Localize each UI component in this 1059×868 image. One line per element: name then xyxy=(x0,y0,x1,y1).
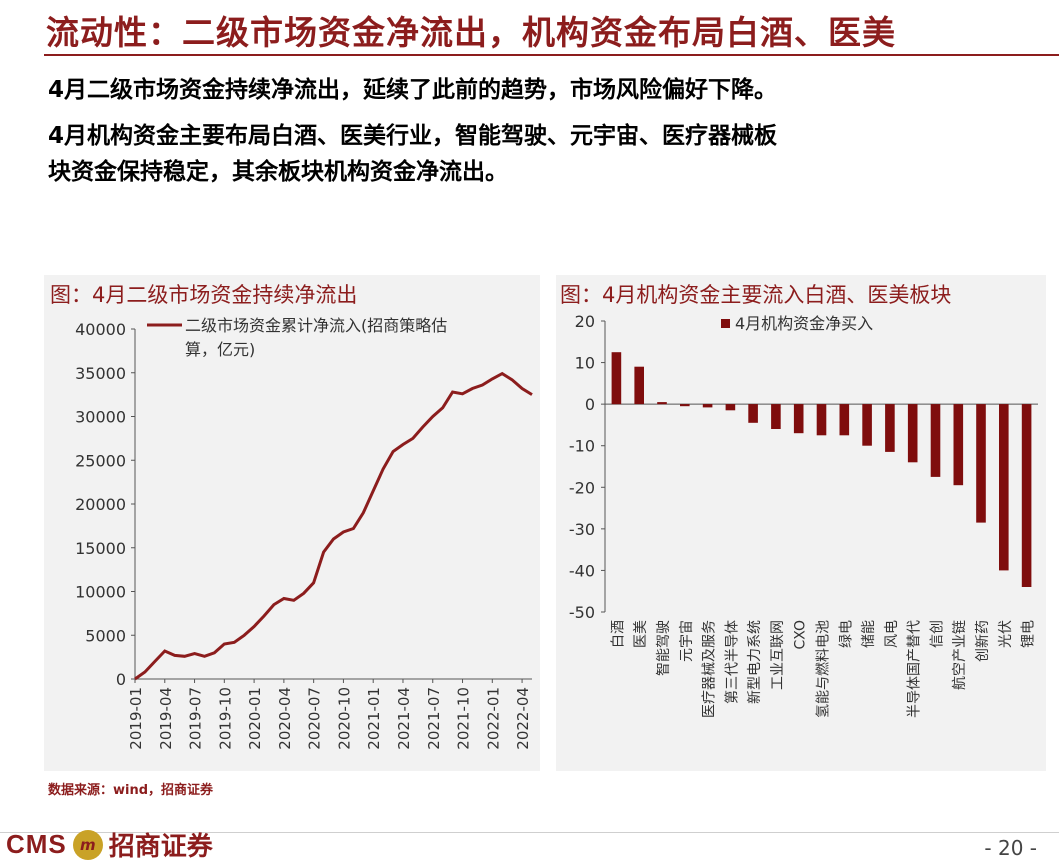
x-tick-label: 2021-01 xyxy=(365,687,383,750)
legend-label-line1: 二级市场资金累计净流入(招商策略估 xyxy=(185,316,447,335)
page-number: - 20 - xyxy=(984,836,1037,860)
y-tick-label: 10 xyxy=(575,354,595,373)
bar-元宇宙 xyxy=(680,404,690,407)
y-tick-label: -50 xyxy=(569,603,595,622)
x-tick-label: 2020-04 xyxy=(276,687,294,750)
x-tick-label: 2022-01 xyxy=(484,687,502,750)
right-chart-panel: 图：4月机构资金主要流入白酒、医美板块 20 10 0 -10 -20 -30 -40 -50… xyxy=(556,275,1046,771)
bar-第三代半导体 xyxy=(725,404,736,411)
page-title: 流动性：二级市场资金净流出，机构资金布局白酒、医美 xyxy=(46,13,896,52)
category-label: 新型电力系统 xyxy=(747,620,763,704)
line-series-cumulative-inflow xyxy=(134,371,533,681)
bar-chart: 20 10 0 -10 -20 -30 -40 -50 白酒 医美 智能驾驶 元宇宙 医疗器械及服务第… xyxy=(569,312,1038,718)
legend-bar-swatch xyxy=(721,319,730,328)
category-label: 航空产业链 xyxy=(952,620,968,690)
legend-bar-label: 4月机构资金净买入 xyxy=(735,314,873,333)
category-label: 绿电 xyxy=(838,620,854,648)
y-tick-label: 20000 xyxy=(75,495,126,514)
bar-锂电 xyxy=(1021,404,1032,587)
category-label: 锂电 xyxy=(1021,620,1037,648)
x-tick-label: 2020-07 xyxy=(306,687,324,750)
bar-CXO xyxy=(793,404,804,434)
x-tick-label: 2019-07 xyxy=(187,687,205,750)
footer-divider xyxy=(0,832,1059,833)
y-tick-label: -30 xyxy=(569,520,595,539)
y-tick-label: 25000 xyxy=(75,451,126,470)
bar-白酒 xyxy=(611,352,622,405)
category-label: 白酒 xyxy=(610,620,626,648)
y-tick-label: 15000 xyxy=(75,539,126,558)
left-chart-title: 图：4月二级市场资金持续净流出 xyxy=(50,283,358,307)
category-label: 储能 xyxy=(861,620,877,648)
category-label: 信创 xyxy=(929,620,945,648)
x-tick-label: 2019-01 xyxy=(127,687,145,750)
line-chart: 0 5000 10000 15000 20000 25000 30000 35000 40000… xyxy=(75,316,533,750)
bar-医疗器械及服务 xyxy=(702,404,713,408)
bar-绿电 xyxy=(839,404,850,436)
bar-半导体国产替代 xyxy=(907,404,918,463)
logo-company-name: 招商证券 xyxy=(108,832,213,862)
category-label: 智能驾驶 xyxy=(656,620,672,676)
bar-智能驾驶 xyxy=(657,402,667,405)
category-label: 风电 xyxy=(884,620,900,648)
x-tick-label: 2021-04 xyxy=(395,687,413,750)
bar-信创 xyxy=(930,404,941,477)
logo-badge-icon: m xyxy=(72,829,103,860)
y-tick-label: 40000 xyxy=(75,320,126,339)
bar-储能 xyxy=(862,404,872,446)
left-chart-panel: 图：4月二级市场资金持续净流出 0 5000 10000 15000 20000 2500… xyxy=(44,275,540,771)
title-underline xyxy=(44,54,1059,56)
y-tick-label: 10000 xyxy=(75,583,126,602)
bar-新型电力系统 xyxy=(748,404,758,423)
bar-光伏 xyxy=(999,404,1009,571)
summary-line-1: 4月二级市场资金持续净流出，延续了此前的趋势，市场风险偏好下降。 xyxy=(48,77,778,103)
y-tick-label: 30000 xyxy=(75,408,126,427)
x-tick-label: 2020-10 xyxy=(335,687,353,750)
y-tick-label: -10 xyxy=(569,437,595,456)
y-tick-label: 0 xyxy=(116,670,126,689)
bar-风电 xyxy=(885,404,895,452)
x-tick-label: 2019-10 xyxy=(216,687,234,750)
data-source: 数据来源：wind，招商证券 xyxy=(48,783,214,798)
x-tick-label: 2022-04 xyxy=(514,687,532,750)
category-label: CXO xyxy=(793,620,809,650)
y-tick-label: 5000 xyxy=(85,626,126,645)
x-tick-label: 2021-10 xyxy=(455,687,473,750)
y-tick-label: -40 xyxy=(569,561,595,580)
bar-创新药 xyxy=(976,404,986,523)
legend-label-line2: 算，亿元) xyxy=(185,340,255,359)
bar-航空产业链 xyxy=(953,404,964,486)
category-label: 医美 xyxy=(633,620,649,648)
category-label: 工业互联网 xyxy=(770,620,786,690)
category-label: 创新药 xyxy=(975,620,991,662)
x-tick-label: 2019-04 xyxy=(157,687,175,750)
x-tick-label: 2020-01 xyxy=(246,687,264,750)
x-tick-label: 2021-07 xyxy=(425,687,443,750)
summary-line-2: 4月机构资金主要布局白酒、医美行业，智能驾驶、元宇宙、医疗器械板 xyxy=(48,123,778,149)
summary-line-3: 块资金保持稳定，其余板块机构资金净流出。 xyxy=(48,159,508,185)
category-label: 元宇宙 xyxy=(679,620,695,662)
y-tick-label: 0 xyxy=(585,395,595,414)
bar-工业互联网 xyxy=(771,404,781,429)
bar-医美 xyxy=(634,366,644,405)
category-label: 医疗器械及服务 xyxy=(702,620,718,718)
logo-cms-text: CMS xyxy=(6,829,67,859)
right-chart-title: 图：4月机构资金主要流入白酒、医美板块 xyxy=(560,283,952,307)
category-label: 半导体国产替代 xyxy=(907,620,923,718)
category-label: 光伏 xyxy=(998,620,1014,648)
category-label: 氢能与燃料电池 xyxy=(815,620,832,718)
bar-氢能与燃料电池 xyxy=(816,404,827,436)
company-logo: CMS m 招商证券 xyxy=(6,826,213,863)
category-label: 第三代半导体 xyxy=(723,620,740,704)
y-tick-label: 20 xyxy=(575,312,595,331)
y-tick-label: 35000 xyxy=(75,364,126,383)
y-tick-label: -20 xyxy=(569,478,595,497)
